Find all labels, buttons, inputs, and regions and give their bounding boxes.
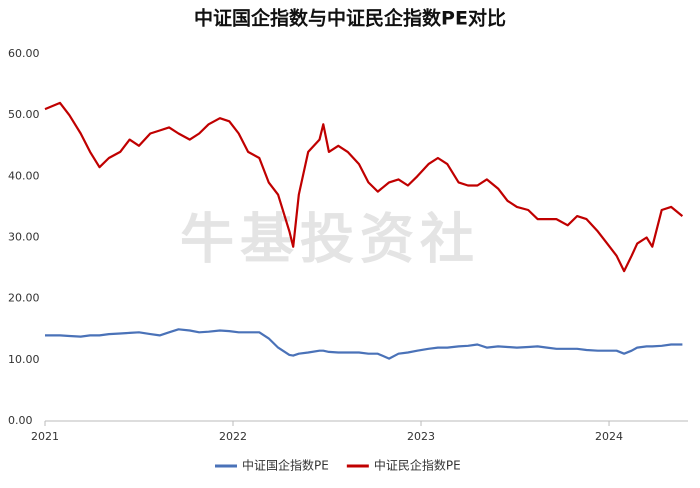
legend-label: 中证民企指数PE [374, 458, 461, 473]
y-tick-label: 30.00 [8, 231, 40, 244]
y-tick-label: 40.00 [8, 169, 40, 182]
x-tick-label: 2021 [31, 430, 59, 443]
y-tick-label: 10.00 [8, 353, 40, 366]
x-tick-label: 2022 [219, 430, 247, 443]
watermark: 牛基投资社 [180, 208, 480, 271]
x-tick-label: 2023 [407, 430, 435, 443]
series-line [45, 328, 683, 360]
legend-label: 中证国企指数PE [242, 458, 329, 473]
series-line [44, 101, 684, 273]
x-tick-label: 2024 [595, 430, 623, 443]
chart-title: 中证国企指数与中证民企指数PE对比 [194, 7, 506, 30]
y-tick-label: 20.00 [8, 292, 40, 305]
y-tick-label: 50.00 [8, 108, 40, 121]
y-tick-label: 0.00 [8, 414, 33, 427]
y-tick-label: 60.00 [8, 47, 40, 60]
